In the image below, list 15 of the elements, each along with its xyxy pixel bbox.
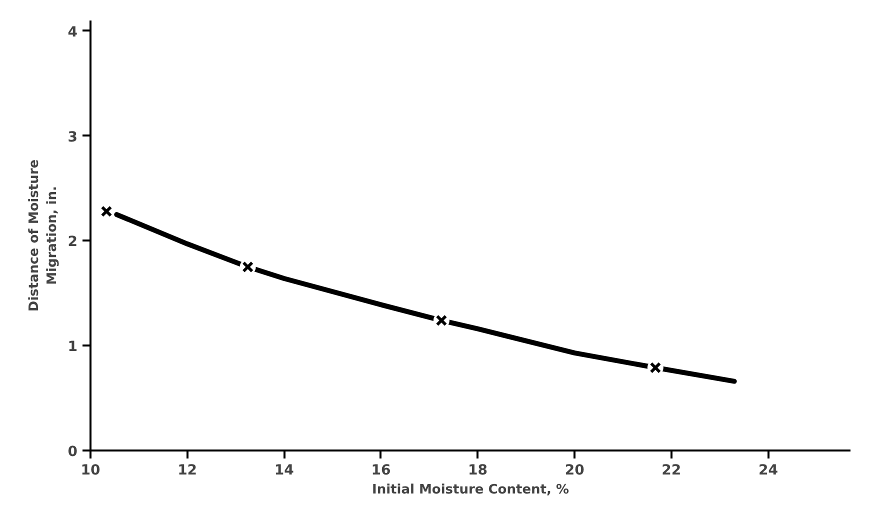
y-tick-label: 1: [68, 339, 78, 356]
x-tick-label: 14: [274, 462, 294, 478]
y-tick-label: 3: [68, 129, 78, 146]
x-tick-label: 16: [371, 462, 391, 478]
x-tick-label: 24: [758, 462, 778, 478]
x-tick-label: 18: [468, 462, 488, 478]
x-tick-label: 20: [564, 462, 585, 478]
y-tick-label: 4: [68, 24, 78, 40]
x-tick-label: 22: [662, 462, 682, 478]
y-tick-label: 0: [68, 444, 78, 460]
x-axis-title: Initial Moisture Content, %: [372, 482, 569, 498]
y-axis-title: Distance of Moisture Migration, in.: [26, 159, 60, 312]
y-tick-label: 2: [68, 234, 78, 250]
x-tick-label: 10: [80, 462, 100, 478]
x-tick-label: 12: [178, 462, 198, 478]
